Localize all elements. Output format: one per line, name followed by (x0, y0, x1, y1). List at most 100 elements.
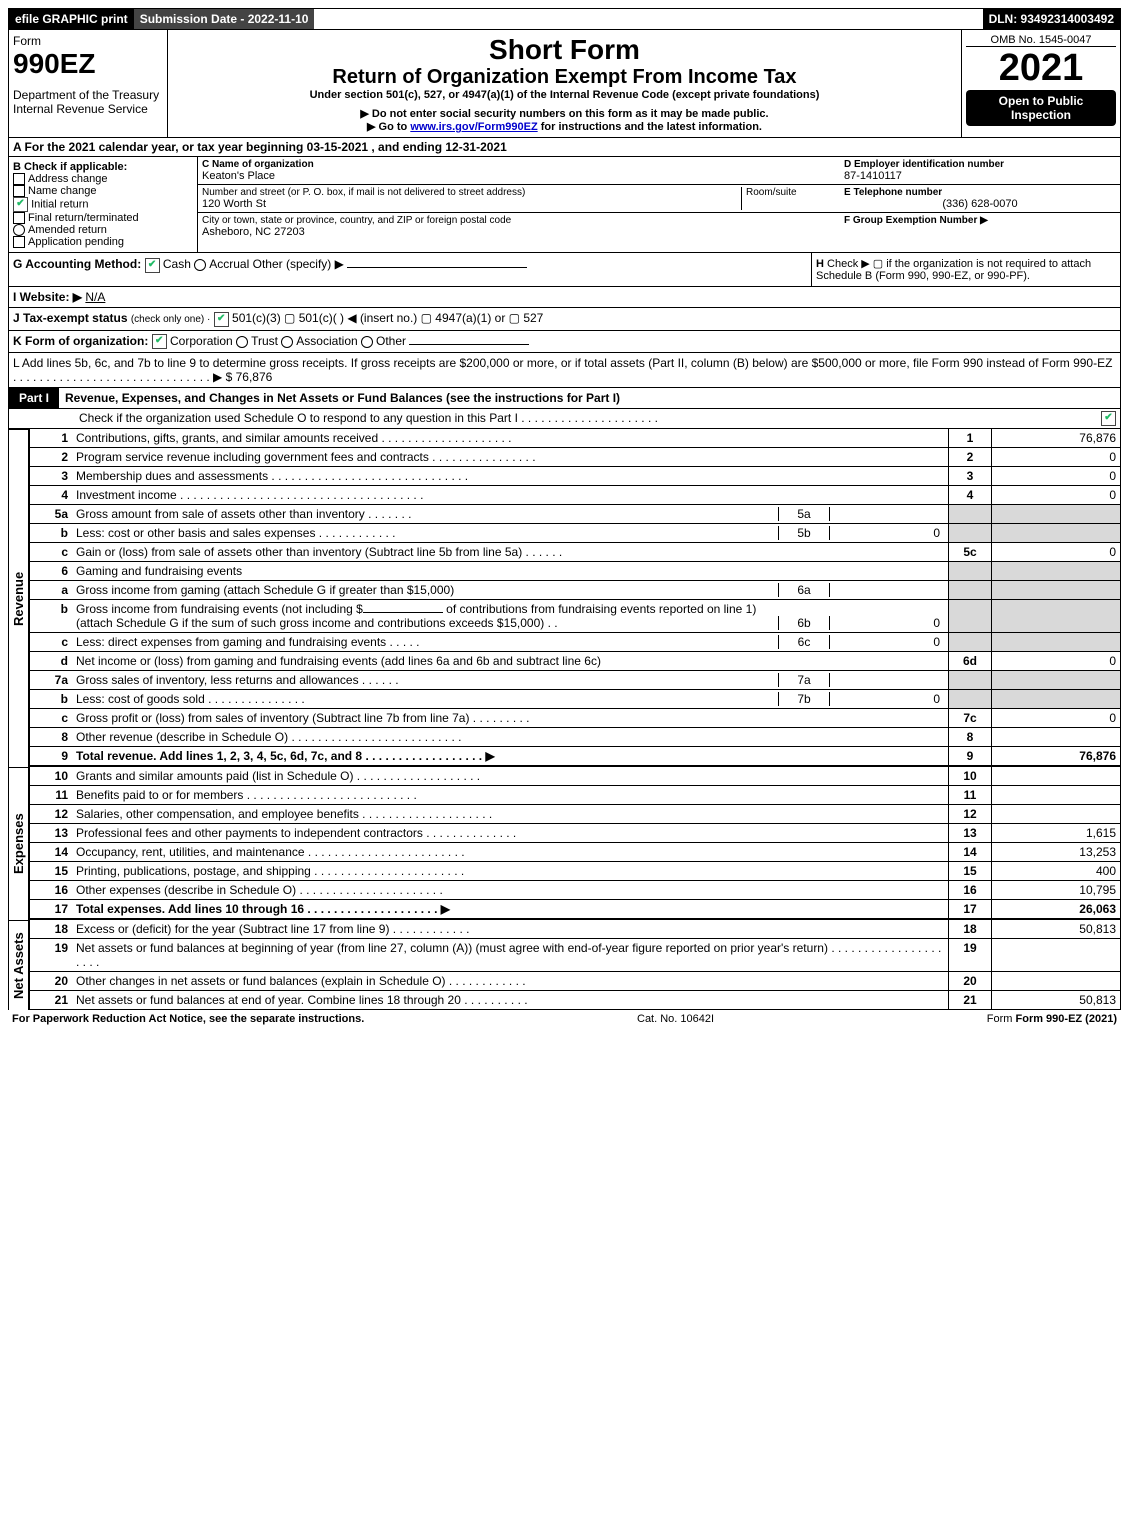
line-16: 16Other expenses (describe in Schedule O… (30, 881, 1120, 900)
cb-amended[interactable]: Amended return (13, 224, 193, 236)
h-text: Check ▶ ▢ if the organization is not req… (816, 258, 1091, 282)
cb-501c3[interactable]: ✔ (214, 312, 229, 327)
cb-schedule-o[interactable]: ✔ (1101, 411, 1116, 426)
l-text: L Add lines 5b, 6c, and 7b to line 9 to … (13, 356, 1112, 384)
org-street: 120 Worth St (202, 198, 741, 210)
part-i-check-text: Check if the organization used Schedule … (79, 411, 1101, 426)
line-5a: 5aGross amount from sale of assets other… (30, 505, 1120, 524)
cb-name[interactable]: Name change (13, 185, 193, 197)
subtitle: Under section 501(c), 527, or 4947(a)(1)… (172, 89, 957, 101)
cb-final[interactable]: Final return/terminated (13, 212, 193, 224)
note-ssn: ▶ Do not enter social security numbers o… (172, 107, 957, 120)
footer: For Paperwork Reduction Act Notice, see … (8, 1010, 1121, 1028)
line-6d: dNet income or (loss) from gaming and fu… (30, 652, 1120, 671)
line-3: 3Membership dues and assessments . . . .… (30, 467, 1120, 486)
footer-left: For Paperwork Reduction Act Notice, see … (12, 1013, 364, 1025)
row-i: I Website: ▶ N/A (8, 287, 1121, 308)
row-j: J Tax-exempt status (check only one) · ✔… (8, 308, 1121, 330)
i-label: I Website: ▶ (13, 290, 82, 304)
line-7b: bLess: cost of goods sold . . . . . . . … (30, 690, 1120, 709)
website: N/A (85, 290, 105, 304)
room-suite: Room/suite (741, 187, 836, 210)
line-6: 6Gaming and fundraising events (30, 562, 1120, 581)
c-name-label: C Name of organization (202, 159, 836, 170)
footer-right: Form Form 990-EZ (2021) (987, 1013, 1117, 1025)
cb-other[interactable] (361, 336, 373, 348)
phone: (336) 628-0070 (844, 198, 1116, 210)
line-2: 2Program service revenue including gover… (30, 448, 1120, 467)
cb-accrual[interactable] (194, 259, 206, 271)
footer-mid: Cat. No. 10642I (637, 1013, 714, 1025)
line-5b: bLess: cost or other basis and sales exp… (30, 524, 1120, 543)
note2-post: for instructions and the latest informat… (538, 121, 762, 133)
title-short-form: Short Form (172, 34, 957, 66)
line-21: 21Net assets or fund balances at end of … (30, 991, 1120, 1009)
line-15: 15Printing, publications, postage, and s… (30, 862, 1120, 881)
j-label: J Tax-exempt status (13, 311, 128, 325)
open-public-badge: Open to Public Inspection (966, 90, 1116, 126)
cb-initial[interactable]: ✔ Initial return (13, 197, 193, 212)
row-k: K Form of organization: ✔ Corporation Tr… (8, 331, 1121, 353)
box-c: C Name of organization Keaton's Place Nu… (198, 157, 840, 252)
irs-link[interactable]: www.irs.gov/Form990EZ (410, 121, 537, 133)
line-18: 18Excess or (deficit) for the year (Subt… (30, 920, 1120, 939)
cb-trust[interactable] (236, 336, 248, 348)
omb: OMB No. 1545-0047 (966, 34, 1116, 47)
revenue-section: Revenue 1Contributions, gifts, grants, a… (8, 429, 1121, 767)
part-i-header: Part I Revenue, Expenses, and Changes in… (8, 388, 1121, 409)
line-19: 19Net assets or fund balances at beginni… (30, 939, 1120, 972)
ein: 87-1410117 (844, 170, 1116, 182)
box-b: B Check if applicable: Address change Na… (9, 157, 198, 252)
efile-link[interactable]: efile GRAPHIC print (9, 9, 134, 29)
cb-address[interactable]: Address change (13, 173, 193, 185)
expenses-label: Expenses (8, 767, 29, 920)
part-i-heading: Revenue, Expenses, and Changes in Net As… (59, 388, 626, 408)
top-bar: efile GRAPHIC print Submission Date - 20… (8, 8, 1121, 30)
note-link: ▶ Go to www.irs.gov/Form990EZ for instru… (172, 120, 957, 133)
row-g-h: G Accounting Method: ✔ Cash Accrual Othe… (8, 253, 1121, 287)
c-city-label: City or town, state or province, country… (202, 215, 836, 226)
line-7c: cGross profit or (loss) from sales of in… (30, 709, 1120, 728)
cb-corp[interactable]: ✔ (152, 334, 167, 349)
d-label: D Employer identification number (844, 159, 1116, 170)
cb-pending[interactable]: Application pending (13, 236, 193, 248)
line-6b: bGross income from fundraising events (n… (30, 600, 1120, 633)
cb-assoc[interactable] (281, 336, 293, 348)
org-city: Asheboro, NC 27203 (202, 226, 836, 238)
note2-pre: ▶ Go to (367, 121, 410, 133)
g-label: G Accounting Method: (13, 257, 141, 271)
c-addr-label: Number and street (or P. O. box, if mail… (202, 187, 741, 198)
line-1: 1Contributions, gifts, grants, and simil… (30, 429, 1120, 448)
line-9: 9Total revenue. Add lines 1, 2, 3, 4, 5c… (30, 747, 1120, 766)
line-12: 12Salaries, other compensation, and empl… (30, 805, 1120, 824)
line-10: 10Grants and similar amounts paid (list … (30, 767, 1120, 786)
form-number: 990EZ (13, 48, 163, 80)
boxes-def: D Employer identification number 87-1410… (840, 157, 1120, 252)
expenses-section: Expenses 10Grants and similar amounts pa… (8, 767, 1121, 920)
k-label: K Form of organization: (13, 334, 148, 348)
line-13: 13Professional fees and other payments t… (30, 824, 1120, 843)
line-6c: cLess: direct expenses from gaming and f… (30, 633, 1120, 652)
dept-1: Department of the Treasury (13, 88, 163, 102)
line-20: 20Other changes in net assets or fund ba… (30, 972, 1120, 991)
net-assets-label: Net Assets (8, 920, 29, 1010)
section-a: A For the 2021 calendar year, or tax yea… (8, 138, 1121, 157)
cb-cash[interactable]: ✔ (145, 258, 160, 273)
dept-2: Internal Revenue Service (13, 102, 163, 116)
dln: DLN: 93492314003492 (983, 9, 1120, 29)
form-header: Form 990EZ Department of the Treasury In… (8, 30, 1121, 138)
row-l: L Add lines 5b, 6c, and 7b to line 9 to … (8, 353, 1121, 388)
revenue-label: Revenue (8, 429, 29, 767)
tax-year: 2021 (966, 47, 1116, 90)
line-11: 11Benefits paid to or for members . . . … (30, 786, 1120, 805)
line-17: 17Total expenses. Add lines 10 through 1… (30, 900, 1120, 919)
line-6a: aGross income from gaming (attach Schedu… (30, 581, 1120, 600)
net-assets-section: Net Assets 18Excess or (deficit) for the… (8, 920, 1121, 1010)
form-word: Form (13, 34, 163, 48)
info-block: B Check if applicable: Address change Na… (8, 157, 1121, 253)
line-5c: cGain or (loss) from sale of assets othe… (30, 543, 1120, 562)
title-return: Return of Organization Exempt From Incom… (172, 66, 957, 89)
e-label: E Telephone number (844, 187, 1116, 198)
j-opts: 501(c)(3) ▢ 501(c)( ) ◀ (insert no.) ▢ 4… (232, 311, 543, 325)
submission-date: Submission Date - 2022-11-10 (134, 9, 315, 29)
